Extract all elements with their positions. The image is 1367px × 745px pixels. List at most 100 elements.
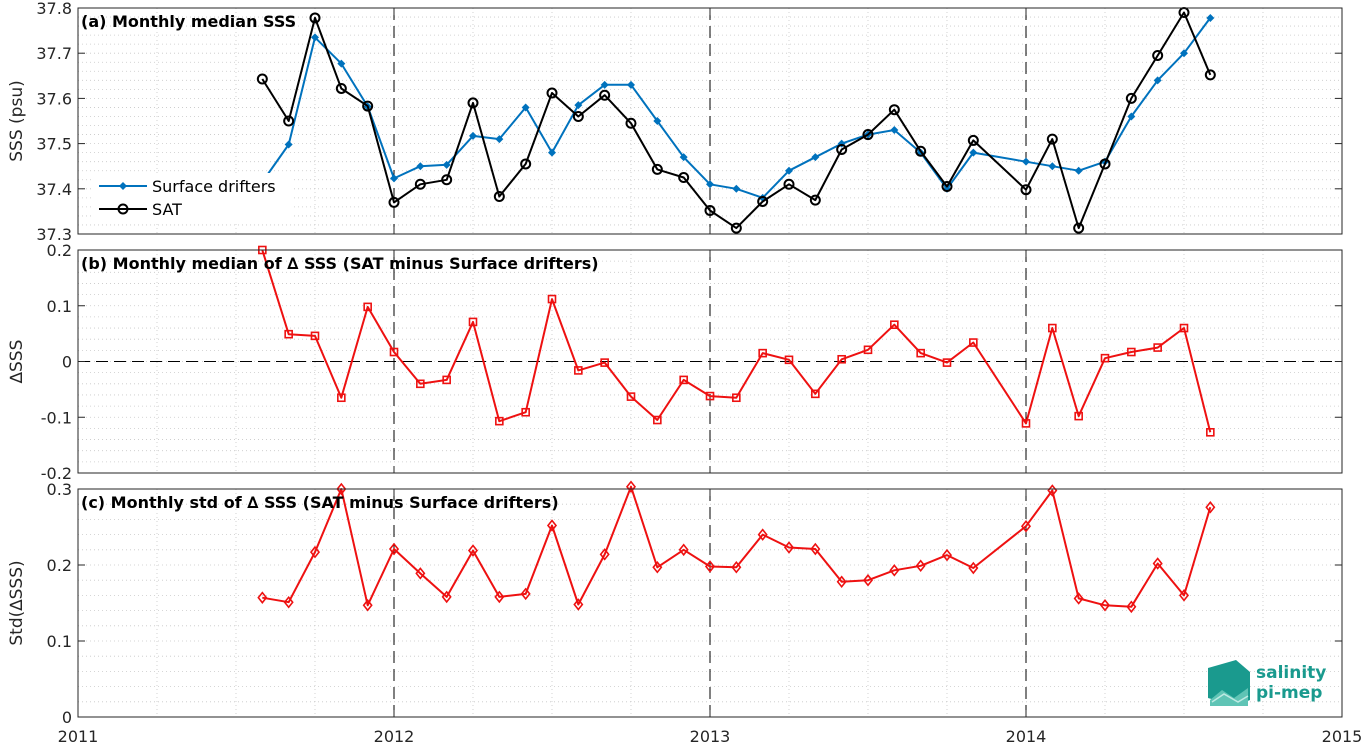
data-point <box>625 480 637 494</box>
panel-title: (a) Monthly median SSS <box>81 12 296 31</box>
data-point <box>785 166 793 175</box>
data-point <box>599 548 610 561</box>
data-point <box>572 110 584 122</box>
data-point <box>309 545 321 559</box>
x-tick-label: 2013 <box>690 727 731 745</box>
legend-drifters-marker <box>119 182 127 190</box>
data-point <box>678 543 689 557</box>
data-point <box>441 174 453 186</box>
panel-3: 0 0.1 0.2 0.3 2011 2012 2013 2014 2015 Std(∆SSS) (… <box>7 480 1362 745</box>
series-delta-sss <box>258 245 1215 437</box>
data-point <box>546 519 558 532</box>
data-point <box>1152 557 1163 570</box>
data-point <box>467 544 479 557</box>
data-point <box>1125 92 1137 104</box>
panel-title: (c) Monthly std of ∆ SSS (SAT minus Surf… <box>81 493 559 512</box>
y-tick-label: 37.3 <box>36 225 72 244</box>
data-point <box>730 222 742 234</box>
data-point <box>862 129 874 141</box>
data-point <box>1020 519 1032 533</box>
data-point <box>784 355 794 365</box>
y-tick-label: 0 <box>62 708 72 727</box>
y-tick-label: 0.1 <box>47 297 72 316</box>
data-point <box>390 174 398 183</box>
data-point <box>942 358 952 367</box>
data-point <box>757 195 769 207</box>
legend-box <box>93 173 293 223</box>
plot-frame <box>77 488 1343 718</box>
data-point <box>600 358 609 367</box>
panel-2: -0.2 -0.1 0 0.1 0.2 ∆SSS (b) Monthly median of… <box>7 241 1343 483</box>
y-tick-label: -0.1 <box>41 408 72 427</box>
data-point <box>257 591 268 604</box>
data-point <box>941 181 953 193</box>
data-point <box>520 587 531 601</box>
data-point <box>890 320 899 330</box>
data-point <box>256 73 268 85</box>
data-point <box>311 33 319 42</box>
y-axis-title: SSS (psu) <box>7 80 27 161</box>
data-point <box>548 148 556 157</box>
data-point <box>653 415 662 425</box>
data-point <box>573 598 584 611</box>
y-tick-label: 0.1 <box>47 632 72 651</box>
data-point <box>574 366 583 375</box>
plot-frame <box>77 7 1343 235</box>
data-point <box>811 153 820 162</box>
panel-title: (b) Monthly median of ∆ SSS (SAT minus S… <box>81 254 599 273</box>
data-point <box>1127 112 1136 121</box>
y-axis-title: ∆SSS <box>7 340 27 385</box>
data-point <box>414 178 426 190</box>
data-point <box>811 389 820 399</box>
data-point <box>362 598 373 612</box>
data-point <box>757 528 768 541</box>
series-line <box>262 485 1212 608</box>
data-point <box>1074 411 1083 421</box>
y-tick-label: 37.7 <box>36 44 72 63</box>
data-point <box>1073 592 1084 605</box>
data-point <box>335 82 347 94</box>
data-point <box>1020 184 1032 196</box>
data-point <box>1021 419 1031 428</box>
data-point <box>627 80 635 89</box>
plot-frame <box>77 249 1343 474</box>
y-tick-label: 37.8 <box>36 0 72 18</box>
y-tick-label: 37.6 <box>36 89 72 108</box>
data-point <box>1048 162 1057 171</box>
data-point <box>600 80 609 89</box>
data-point <box>416 379 425 389</box>
data-point <box>441 590 452 604</box>
data-point <box>468 317 478 327</box>
data-point <box>1100 353 1110 363</box>
data-point <box>493 190 505 202</box>
data-point <box>626 392 636 401</box>
x-tick-label: 2015 <box>1322 727 1363 745</box>
legend-sat-marker <box>117 203 129 215</box>
data-point <box>336 482 347 496</box>
data-point <box>916 348 925 358</box>
data-point <box>968 561 979 575</box>
data-point <box>1204 69 1216 81</box>
data-point <box>494 590 505 604</box>
data-point <box>704 204 716 216</box>
logo-line2: pi-mep <box>1256 683 1322 703</box>
data-point <box>731 560 742 574</box>
data-point <box>284 329 293 339</box>
data-point <box>1153 76 1162 85</box>
data-point <box>967 134 979 146</box>
legend-drifters-label: Surface drifters <box>152 177 276 196</box>
logo-line1: salinity <box>1256 663 1326 683</box>
data-point <box>732 184 741 193</box>
data-point <box>1073 222 1085 234</box>
legend: Surface drifters SAT <box>93 173 293 223</box>
data-point <box>651 163 663 175</box>
y-tick-label: 37.4 <box>36 180 72 199</box>
data-point <box>1152 49 1164 61</box>
data-point <box>783 541 795 554</box>
data-point <box>495 416 504 426</box>
data-point <box>1046 133 1058 145</box>
data-point <box>836 575 847 589</box>
data-point <box>574 101 583 110</box>
series-delta-sss <box>257 480 1216 614</box>
